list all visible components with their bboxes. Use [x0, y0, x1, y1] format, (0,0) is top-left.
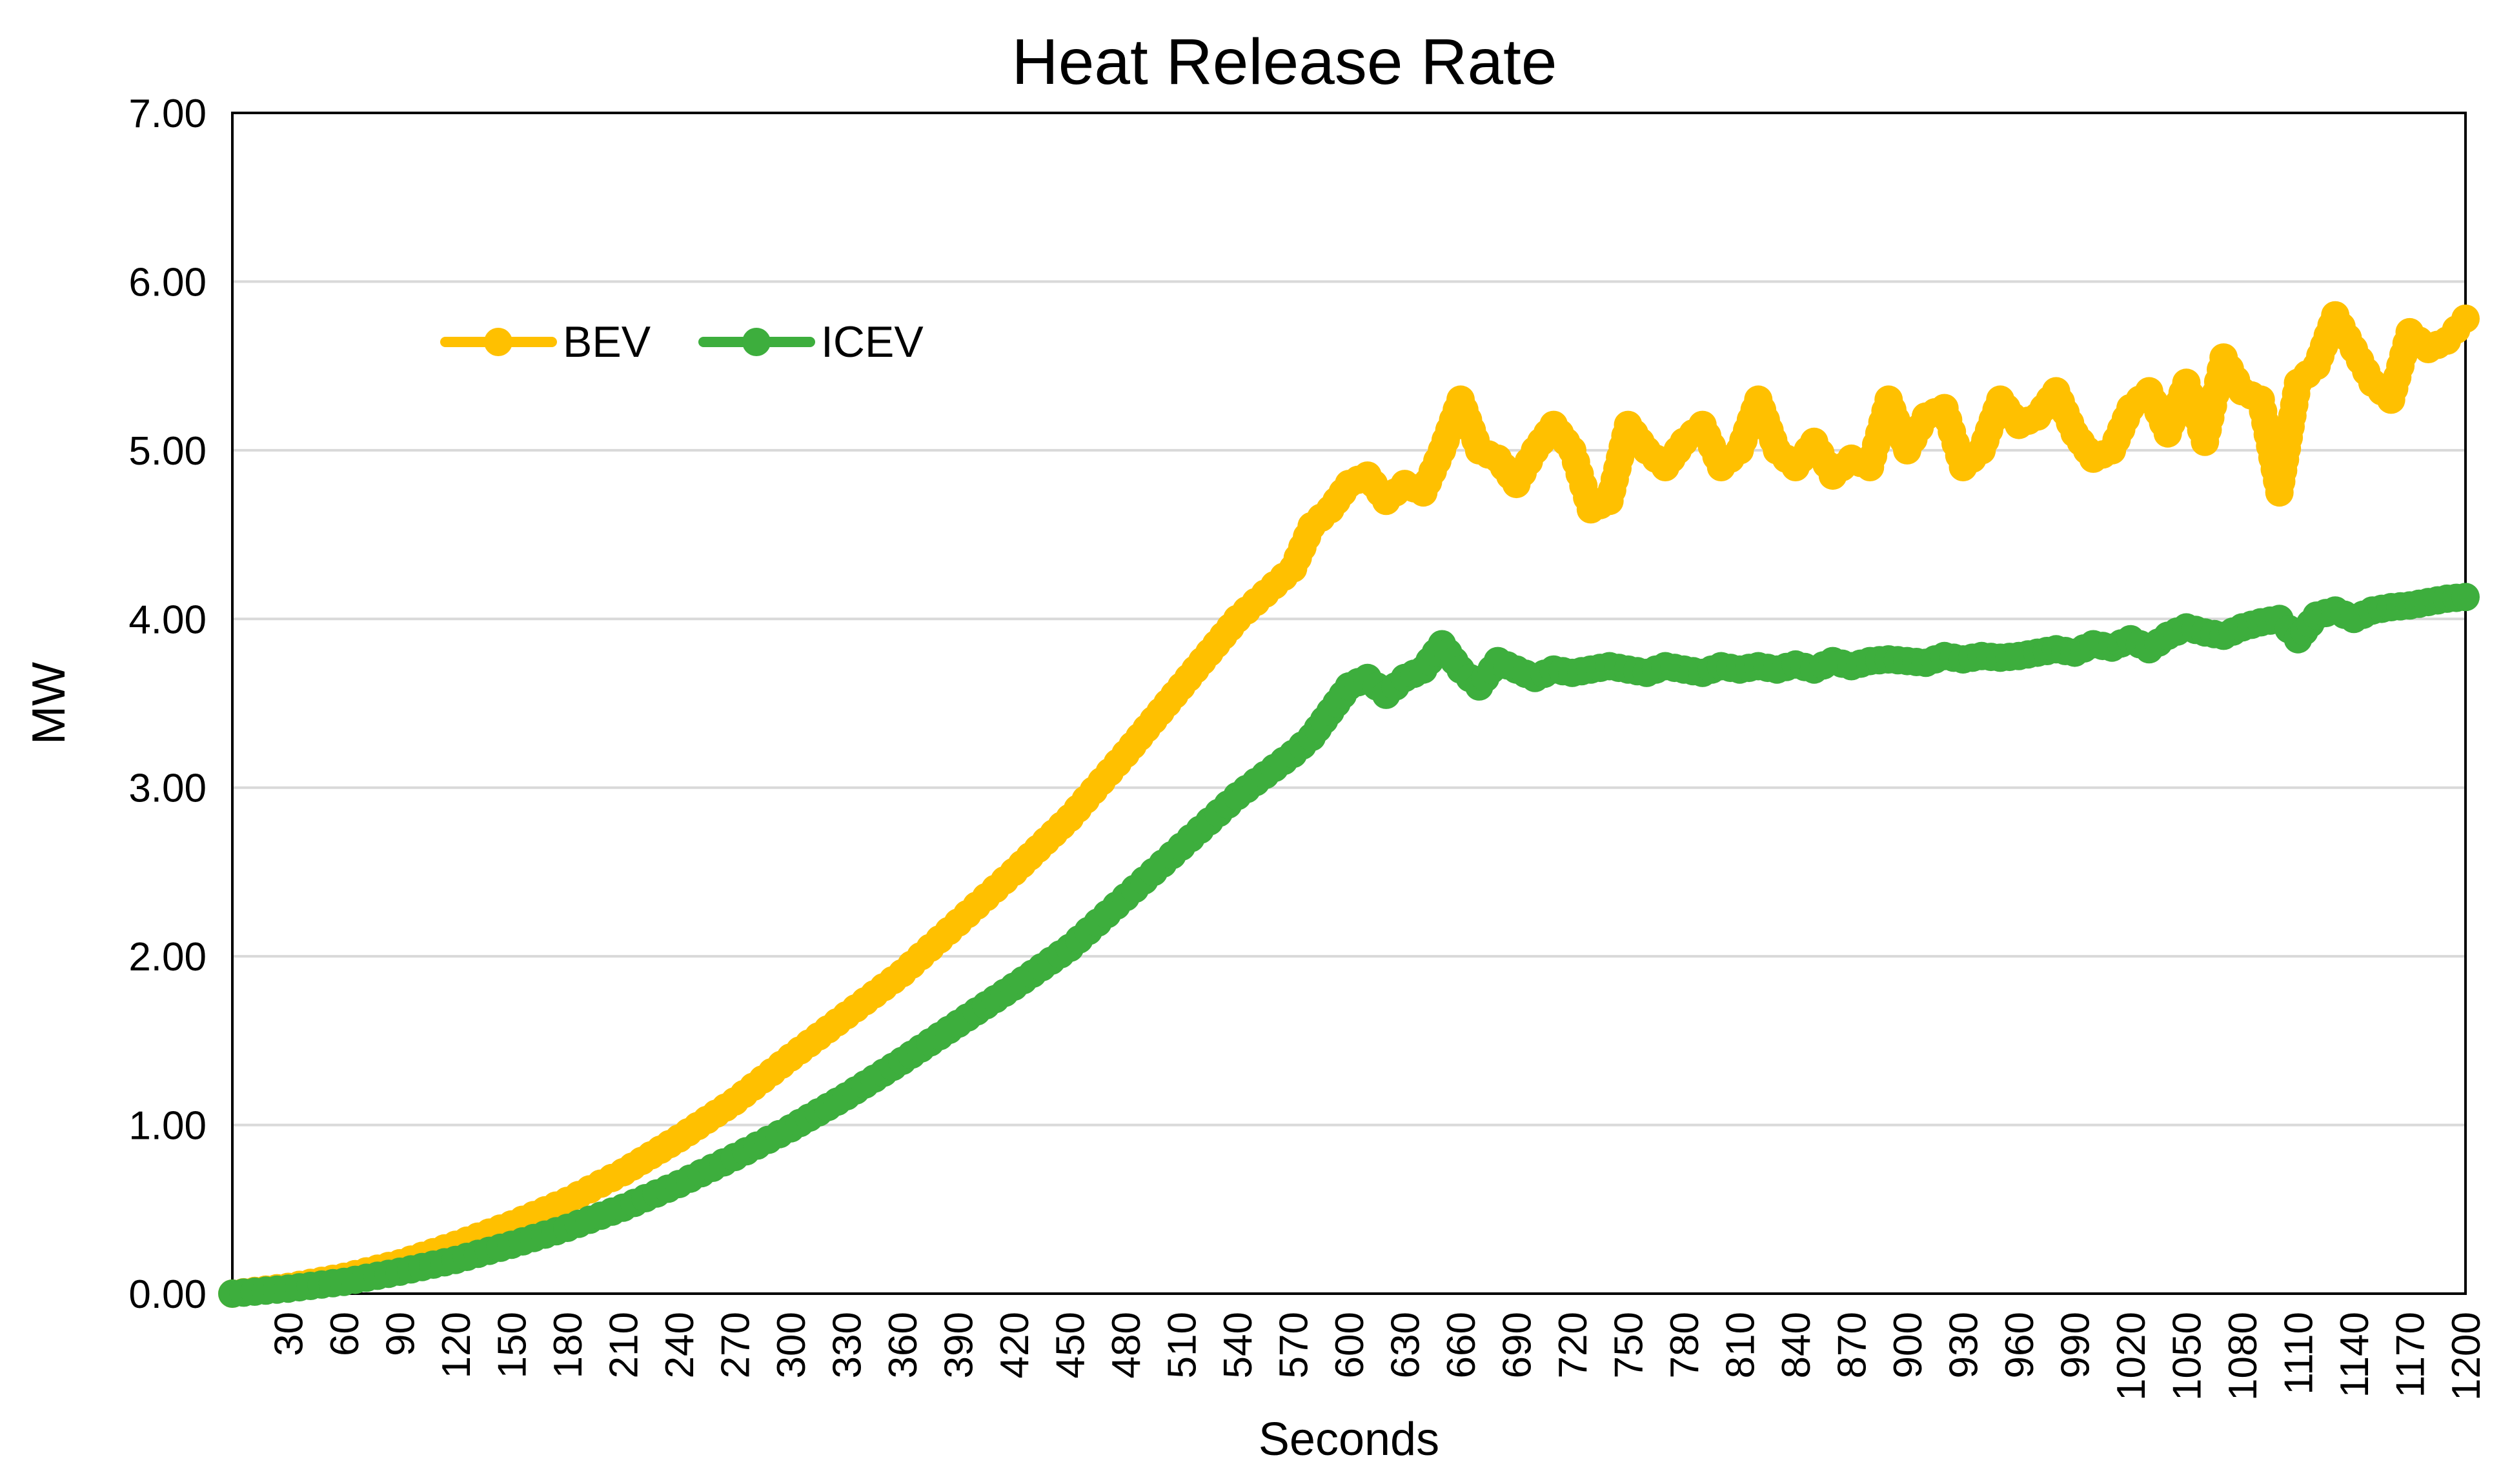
- x-tick-label: 1050: [2165, 1312, 2210, 1401]
- legend-item-icev: ICEV: [698, 317, 924, 366]
- x-tick-label: 630: [1384, 1312, 1428, 1378]
- y-tick-label: 5.00: [128, 429, 207, 474]
- x-tick-label: 60: [323, 1312, 367, 1356]
- x-tick-label: 1080: [2221, 1312, 2265, 1401]
- data-point-icev: [2451, 583, 2480, 612]
- y-tick-label: 6.00: [128, 260, 207, 305]
- x-tick-label: 1170: [2389, 1312, 2433, 1398]
- x-tick-label: 750: [1607, 1312, 1652, 1378]
- x-tick-label: 180: [546, 1312, 591, 1378]
- x-tick-label: 1140: [2333, 1312, 2377, 1398]
- x-tick-label: 1020: [2109, 1312, 2154, 1401]
- x-tick-label: 1110: [2277, 1312, 2322, 1395]
- chart-title: Heat Release Rate: [1012, 26, 1557, 98]
- series-group: [218, 301, 2480, 1308]
- x-tick-label: 930: [1942, 1312, 1987, 1378]
- x-tick-label: 330: [825, 1312, 870, 1378]
- legend-icev-label: ICEV: [821, 317, 924, 366]
- y-tick-label: 1.00: [128, 1104, 207, 1148]
- x-tick-label: 540: [1216, 1312, 1261, 1378]
- x-tick-label: 300: [769, 1312, 814, 1378]
- x-tick-label: 480: [1104, 1312, 1149, 1378]
- legend: BEV ICEV: [440, 317, 924, 366]
- legend-bev-marker: [484, 328, 512, 356]
- y-axis-ticks: 0.00 1.00 2.00 3.00 4.00 5.00 6.00 7.00: [128, 92, 207, 1317]
- x-tick-label: 420: [993, 1312, 1037, 1378]
- x-tick-label: 840: [1774, 1312, 1819, 1378]
- y-tick-label: 0.00: [128, 1272, 207, 1317]
- x-tick-label: 660: [1439, 1312, 1484, 1378]
- y-tick-label: 3.00: [128, 767, 207, 811]
- x-tick-label: 360: [881, 1312, 926, 1378]
- x-tick-label: 1200: [2444, 1312, 2489, 1401]
- y-tick-label: 2.00: [128, 935, 207, 979]
- x-tick-label: 90: [379, 1312, 423, 1356]
- x-tick-label: 810: [1719, 1312, 1763, 1378]
- x-tick-label: 690: [1495, 1312, 1540, 1378]
- x-tick-label: 30: [267, 1312, 312, 1356]
- x-axis-ticks: 30 60 90 120 150 180 210 240 270 300 330 360 390 420 4…: [267, 1312, 2489, 1401]
- series-icev: [218, 583, 2480, 1308]
- x-tick-label: 510: [1160, 1312, 1205, 1378]
- y-axis-label: MW: [23, 662, 75, 745]
- x-tick-label: 720: [1551, 1312, 1595, 1378]
- data-point-bev: [2451, 304, 2480, 333]
- x-tick-label: 990: [2054, 1312, 2098, 1378]
- x-tick-label: 960: [1998, 1312, 2042, 1378]
- x-tick-label: 870: [1830, 1312, 1875, 1378]
- x-tick-label: 210: [602, 1312, 647, 1378]
- y-tick-label: 4.00: [128, 597, 207, 642]
- legend-icev-marker: [742, 328, 771, 356]
- legend-item-bev: BEV: [440, 317, 651, 366]
- x-tick-label: 900: [1886, 1312, 1930, 1378]
- x-tick-label: 570: [1272, 1312, 1317, 1378]
- x-tick-label: 600: [1328, 1312, 1372, 1378]
- x-axis-label: Seconds: [1259, 1414, 1439, 1465]
- y-tick-label: 7.00: [128, 92, 207, 136]
- x-tick-label: 240: [658, 1312, 702, 1378]
- x-tick-label: 120: [434, 1312, 479, 1378]
- x-tick-label: 270: [714, 1312, 758, 1378]
- x-tick-label: 780: [1663, 1312, 1707, 1378]
- x-tick-label: 450: [1049, 1312, 1093, 1378]
- plot-area-border: [231, 112, 2467, 1295]
- gridlines: [232, 280, 2466, 1127]
- x-tick-label: 150: [491, 1312, 535, 1378]
- legend-bev-label: BEV: [563, 317, 651, 366]
- x-tick-label: 390: [937, 1312, 982, 1378]
